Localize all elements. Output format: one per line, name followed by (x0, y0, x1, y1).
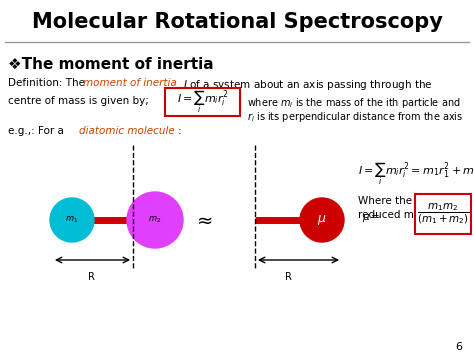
Text: diatomic molecule: diatomic molecule (79, 126, 175, 136)
Text: $I = \sum_i m_i r_i^2 = m_1 r_1^2 + m_2 r_2^2 = \mu R^2$: $I = \sum_i m_i r_i^2 = m_1 r_1^2 + m_2 … (358, 160, 474, 187)
Text: $m_1$: $m_1$ (65, 215, 79, 225)
Text: Molecular Rotational Spectroscopy: Molecular Rotational Spectroscopy (32, 12, 442, 32)
Circle shape (300, 198, 344, 242)
Text: where $m_i$ is the mass of the ith particle and: where $m_i$ is the mass of the ith parti… (247, 96, 461, 110)
Text: $r_i$ is its perpendicular distance from the axis: $r_i$ is its perpendicular distance from… (247, 110, 464, 124)
Text: Where the: Where the (358, 196, 412, 206)
Text: Definition: The: Definition: The (8, 78, 88, 88)
Text: R: R (88, 272, 95, 282)
Text: $I = \sum_i m_i r_i^2$: $I = \sum_i m_i r_i^2$ (177, 89, 228, 115)
Bar (165, 88, 240, 116)
Text: R: R (285, 272, 292, 282)
Text: $\mu$: $\mu$ (317, 213, 327, 227)
Text: ❖The moment of inertia: ❖The moment of inertia (8, 57, 214, 72)
Bar (415, 194, 471, 234)
Text: $\approx$: $\approx$ (193, 211, 213, 229)
Text: reduced mass,: reduced mass, (358, 210, 435, 220)
Text: centre of mass is given by;: centre of mass is given by; (8, 96, 149, 106)
Text: :: : (178, 126, 182, 136)
Circle shape (127, 192, 183, 248)
Text: 6: 6 (455, 342, 462, 352)
Text: $m_2$: $m_2$ (148, 215, 162, 225)
Text: $\dfrac{m_1 m_2}{(m_1 + m_2)}$: $\dfrac{m_1 m_2}{(m_1 + m_2)}$ (417, 202, 469, 226)
Text: $\mathit{I}$ of a system about an axis passing through the: $\mathit{I}$ of a system about an axis p… (183, 78, 433, 92)
Text: e.g.,: For a: e.g.,: For a (8, 126, 67, 136)
Text: moment of inertia: moment of inertia (83, 78, 177, 88)
Text: $\mu =$: $\mu =$ (362, 212, 380, 224)
Circle shape (50, 198, 94, 242)
